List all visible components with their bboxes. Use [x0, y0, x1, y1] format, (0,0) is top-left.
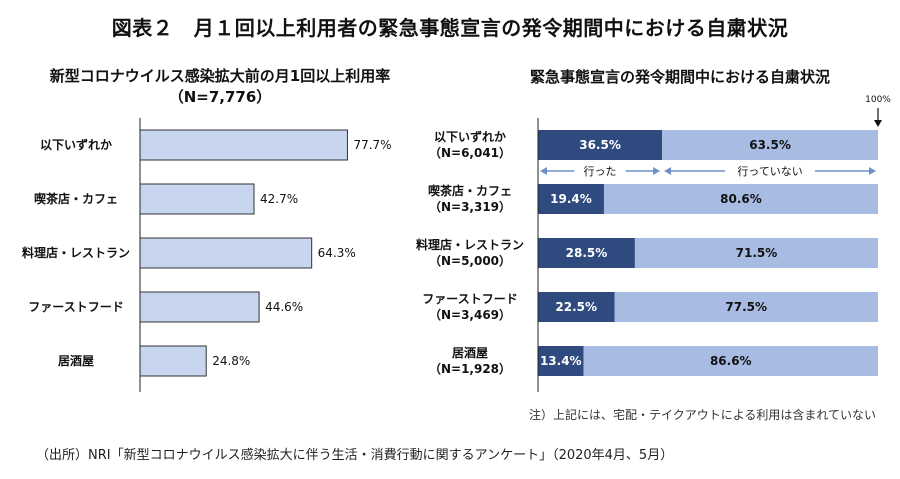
left-bar — [139, 237, 313, 269]
not-went-arrowhead-left — [664, 167, 672, 175]
went-value-label: 36.5% — [579, 138, 621, 152]
went-bar-segment — [538, 292, 615, 322]
left-category-label: 居酒屋 — [58, 354, 94, 368]
right-n-label: （N=3,319） — [429, 199, 511, 214]
chart-main-title: 図表２ 月１回以上利用者の緊急事態宣言の発令期間中における自粛状況 — [111, 16, 789, 40]
left-category-label: 料理店・レストラン — [22, 245, 130, 260]
went-value-label: 13.4% — [540, 354, 582, 368]
went-bar-segment — [538, 238, 635, 268]
not-went-arrowhead-right — [869, 167, 876, 175]
went-bar-segment — [538, 346, 584, 376]
not-went-bar-segment — [614, 292, 878, 322]
left-bar — [139, 291, 260, 323]
left-category-label: 喫茶店・カフェ — [34, 191, 118, 206]
not-went-value-label: 86.6% — [710, 354, 752, 368]
right-chart-title: 緊急事態宣言の発令期間中における自粛状況 — [529, 68, 830, 86]
left-bar-value-label: 42.7% — [260, 192, 298, 206]
not-went-value-label: 77.5% — [725, 300, 767, 314]
right-n-label: （N=5,000） — [429, 253, 511, 268]
went-bar-segment — [538, 184, 604, 214]
right-n-label: （N=6,041） — [429, 145, 511, 160]
went-arrowhead-right — [653, 167, 661, 175]
not-went-value-label: 80.6% — [720, 192, 762, 206]
right-category-label: 喫茶店・カフェ — [428, 183, 512, 198]
left-bar — [139, 345, 207, 377]
left-bar-value-label: 44.6% — [265, 300, 303, 314]
chart-source: （出所）NRI「新型コロナウイルス感染拡大に伴う生活・消費行動に関するアンケート… — [36, 448, 674, 463]
chart-note: 注）上記には、宅配・テイクアウトによる利用は含まれていない — [528, 408, 876, 422]
left-bar — [139, 183, 255, 215]
right-category-label: 居酒屋 — [452, 346, 488, 360]
hundred-percent-marker-arrow — [874, 120, 882, 127]
left-chart-title: 新型コロナウイルス感染拡大前の月1回以上利用率 （N=7,776） — [20, 66, 420, 108]
went-bar-segment — [538, 130, 663, 160]
not-went-bar-segment — [634, 238, 878, 268]
hundred-percent-label: 100% — [865, 95, 891, 105]
right-category-label: 料理店・レストラン — [416, 237, 524, 252]
left-category-label: ファーストフード — [28, 300, 123, 314]
left-category-label: 以下いずれか — [40, 137, 112, 152]
not-went-value-label: 71.5% — [736, 246, 778, 260]
left-chart-title-text: 新型コロナウイルス感染拡大前の月1回以上利用率 — [49, 67, 391, 85]
not-went-bar-segment — [662, 130, 878, 160]
not-went-value-label: 63.5% — [749, 138, 791, 152]
left-bar-value-label: 77.7% — [353, 138, 391, 152]
right-n-label: （N=1,928） — [429, 361, 511, 376]
right-category-label: 以下いずれか — [434, 129, 506, 144]
left-bar-value-label: 24.8% — [212, 354, 250, 368]
not-went-legend-label: 行っていない — [737, 165, 802, 178]
left-bar-value-label: 64.3% — [318, 246, 356, 260]
not-went-bar-segment — [603, 184, 878, 214]
left-chart-subtitle: （N=7,776） — [168, 88, 272, 106]
went-arrowhead-left — [540, 167, 547, 175]
left-bar — [139, 129, 348, 161]
went-value-label: 19.4% — [550, 192, 592, 206]
went-legend-label: 行った — [584, 165, 617, 178]
not-went-bar-segment — [583, 346, 878, 376]
went-value-label: 28.5% — [566, 246, 608, 260]
right-category-label: ファーストフード — [422, 292, 517, 306]
went-value-label: 22.5% — [555, 300, 597, 314]
right-n-label: （N=3,469） — [429, 307, 511, 322]
